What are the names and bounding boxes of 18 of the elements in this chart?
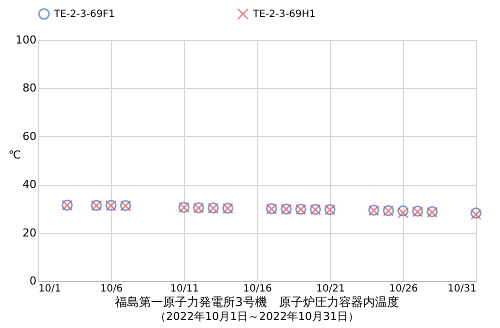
x-tick-label: 10/21 [316,284,345,294]
legend-label: TE-2-3-69H1 [252,9,316,20]
x-tick-label: 10/6 [100,284,123,294]
y-tick-label: 80 [22,82,36,95]
x-tick-label: 10/26 [389,284,418,294]
y-tick-label: 40 [22,178,36,192]
x-tick-label: 10/16 [243,284,272,294]
legend-label: TE-2-3-69F1 [53,9,115,20]
x-tick-label: 10/1 [38,284,61,294]
text: （2022年10月1日～2022年10月31日） [155,310,359,323]
x-tick-label: 10/31 [448,284,476,294]
y-tick-label: 60 [22,130,36,143]
y-tick-label: 100 [16,34,36,46]
text: 福島第一原子力発電所3号機 原子炉圧力容器内温度 [115,295,399,309]
y-tick-label: 20 [22,226,36,240]
x-tick-label: 10/11 [170,284,199,294]
y-tick-label: 0 [30,274,36,288]
y-axis-title: ℃ [8,148,21,162]
